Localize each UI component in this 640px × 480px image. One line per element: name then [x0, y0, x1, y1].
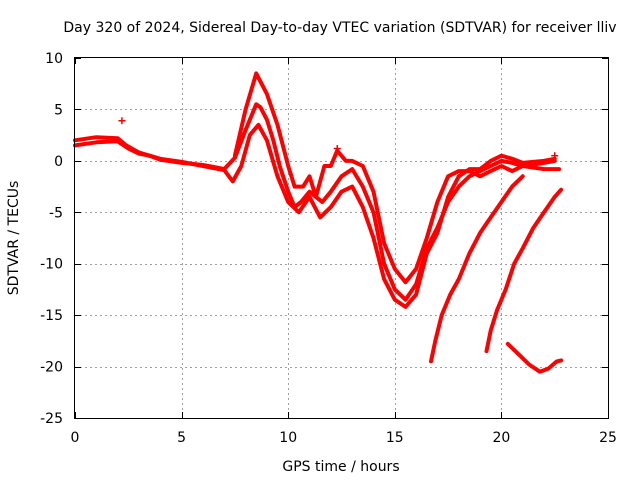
series-line-track-b [73, 122, 557, 309]
y-tick-label: -5 [49, 205, 63, 221]
series [73, 71, 564, 374]
x-tick-label: 25 [599, 430, 617, 446]
y-tick-label: -15 [40, 308, 63, 324]
y-axis-label: SDTVAR / TECUs [6, 181, 22, 296]
x-axis-label: GPS time / hours [282, 459, 399, 475]
y-tick-label: -10 [40, 257, 63, 273]
grid [75, 58, 608, 418]
x-tick-label: 0 [71, 430, 80, 446]
y-tick-labels: 10 5 0 -5 -10 -15 -20 -25 [40, 51, 63, 427]
y-tick-label: 0 [54, 154, 63, 170]
series-line-track-c [232, 71, 557, 285]
outlier-marker [551, 152, 559, 160]
x-tick-label: 10 [279, 430, 297, 446]
outlier-marker [333, 145, 341, 153]
y-tick-label: 5 [54, 102, 63, 118]
y-tick-label: 10 [45, 51, 63, 67]
chart-title: Day 320 of 2024, Sidereal Day-to-day VTE… [63, 20, 616, 36]
x-tick-label: 15 [386, 430, 404, 446]
series-line-track-e [484, 187, 564, 354]
series-line-track-d [429, 174, 525, 364]
y-tick-label: -25 [40, 411, 63, 427]
series-line-track-a [73, 102, 561, 302]
series-line-track-f [505, 341, 564, 374]
y-tick-label: -20 [40, 360, 63, 376]
x-tick-label: 5 [177, 430, 186, 446]
x-tick-labels: 0 5 10 15 20 25 [71, 430, 617, 446]
outlier-marker [118, 117, 126, 125]
x-tick-label: 20 [492, 430, 510, 446]
plot-frame [74, 57, 609, 419]
